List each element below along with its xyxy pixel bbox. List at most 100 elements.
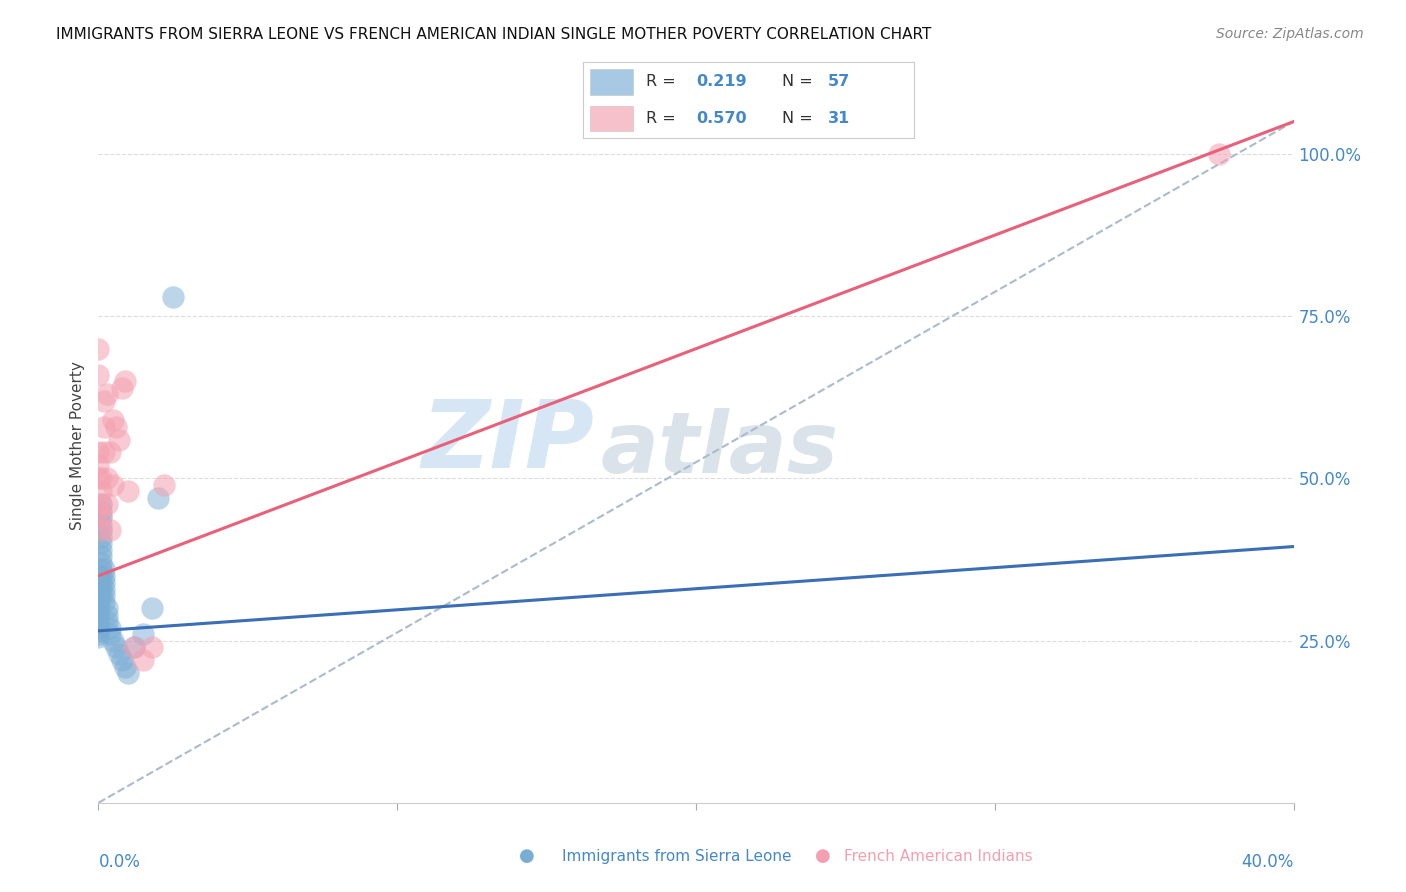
Point [90,530,112,544]
Point [93,445,115,459]
Point [90,556,112,570]
Point [87,575,110,590]
Point [87,614,110,628]
Point [87,607,110,622]
Point [103,633,125,648]
Text: atlas: atlas [600,408,838,491]
Text: N =: N = [782,112,818,127]
Point [87,611,110,625]
Point [90,504,112,518]
Point [87,631,110,645]
Text: 0.219: 0.219 [696,74,747,89]
Point [90,524,112,538]
Point [90,497,112,511]
Point [87,627,110,641]
Text: ZIP: ZIP [422,396,595,489]
Text: N =: N = [782,74,818,89]
Point [111,653,134,667]
Text: French American Indians: French American Indians [844,849,1032,863]
Text: Source: ZipAtlas.com: Source: ZipAtlas.com [1216,27,1364,41]
Point [87,595,110,609]
Point [90,536,112,550]
Point [90,588,112,602]
Point [96,387,118,401]
Point [87,617,110,632]
Point [124,640,146,654]
Point [105,640,128,654]
Point [141,640,163,654]
Point [87,504,110,518]
Point [87,585,110,599]
Text: 57: 57 [828,74,851,89]
Text: IMMIGRANTS FROM SIERRA LEONE VS FRENCH AMERICAN INDIAN SINGLE MOTHER POVERTY COR: IMMIGRANTS FROM SIERRA LEONE VS FRENCH A… [56,27,932,42]
Point [87,621,110,635]
Point [111,381,134,395]
Point [87,624,110,638]
Point [87,471,110,485]
Point [87,604,110,618]
Point [98,445,122,459]
Point [117,666,139,681]
Point [90,542,112,557]
Point [132,627,155,641]
Point [93,595,115,609]
Text: Immigrants from Sierra Leone: Immigrants from Sierra Leone [562,849,792,863]
Point [108,647,131,661]
Point [93,562,115,576]
Point [124,640,146,654]
Point [87,578,110,592]
Point [90,575,112,590]
Point [96,607,118,622]
Point [87,572,110,586]
Text: 0.0%: 0.0% [98,853,141,871]
Point [90,484,112,499]
Point [96,497,118,511]
Text: ●: ● [519,847,536,865]
Point [96,601,118,615]
Point [114,659,136,673]
Point [93,393,115,408]
Point [105,419,128,434]
Point [98,524,122,538]
Point [87,598,110,612]
Point [153,478,176,492]
Y-axis label: Single Mother Poverty: Single Mother Poverty [69,361,84,531]
Point [90,549,112,564]
Point [87,588,110,602]
Point [117,484,139,499]
FancyBboxPatch shape [591,105,633,131]
Point [87,582,110,596]
Point [90,562,112,576]
Point [98,627,122,641]
Point [90,516,112,531]
Point [87,568,110,582]
Point [90,510,112,524]
Point [162,290,184,304]
Point [93,588,115,602]
Point [93,568,115,582]
Text: R =: R = [647,112,681,127]
Point [1208,147,1230,161]
Point [90,582,112,596]
Point [87,591,110,606]
Point [87,342,110,356]
Point [114,374,136,388]
Point [93,419,115,434]
Point [148,491,170,505]
Text: 40.0%: 40.0% [1241,853,1294,871]
Text: R =: R = [647,74,681,89]
Point [90,471,112,485]
Point [132,653,155,667]
Text: 0.570: 0.570 [696,112,747,127]
Point [96,471,118,485]
Point [90,497,112,511]
FancyBboxPatch shape [591,70,633,95]
Point [90,568,112,582]
Point [93,582,115,596]
Point [87,368,110,382]
Point [87,445,110,459]
Point [87,458,110,473]
Point [103,478,125,492]
Point [141,601,163,615]
Point [90,524,112,538]
